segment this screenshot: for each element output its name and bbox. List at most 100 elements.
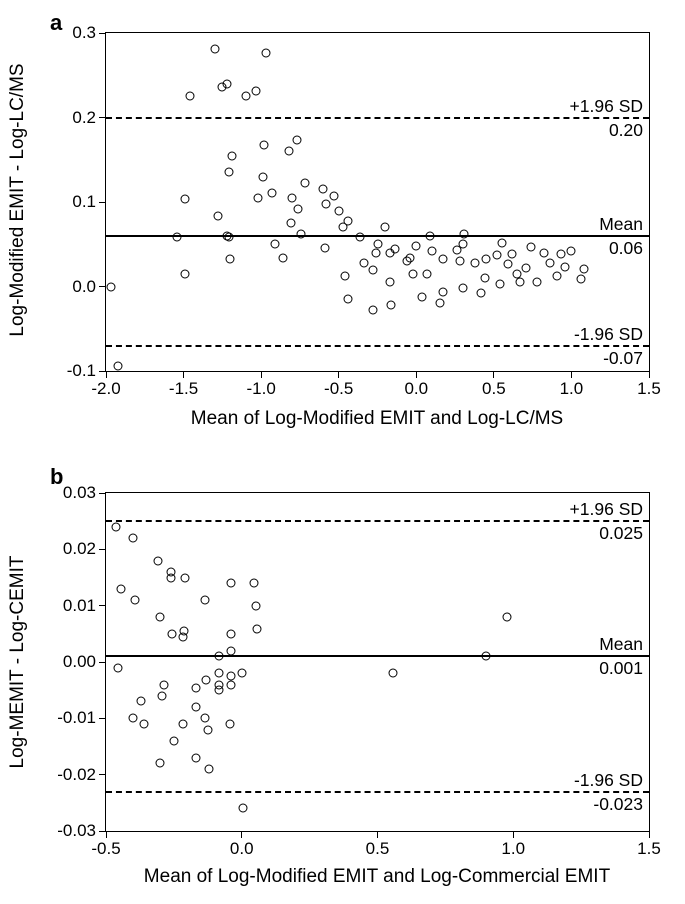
reference-line-mean — [106, 655, 649, 657]
reference-line-lower — [106, 791, 649, 793]
x-tick-label: -1.0 — [246, 379, 275, 399]
y-tick-label: 0.2 — [72, 108, 106, 128]
scatter-point — [340, 272, 349, 281]
scatter-point — [297, 230, 306, 239]
y-tick-label: 0.3 — [72, 23, 106, 43]
panel-b-ylabel: Log-MEMIT - Log-CEMIT — [7, 556, 29, 769]
scatter-point — [409, 269, 418, 278]
scatter-point — [545, 258, 554, 267]
y-tick-label: -0.1 — [67, 361, 106, 381]
scatter-point — [260, 140, 269, 149]
scatter-point — [191, 703, 200, 712]
scatter-point — [319, 185, 328, 194]
scatter-point — [522, 263, 531, 272]
scatter-point — [567, 247, 576, 256]
panel-a: a Log-Modified EMIT - Log-LC/MS Mean of … — [0, 10, 685, 440]
scatter-point — [153, 556, 162, 565]
x-tick-label: 1.5 — [637, 839, 661, 859]
ref-line-value-mean: 0.06 — [609, 238, 643, 259]
scatter-point — [210, 45, 219, 54]
ref-line-value-upper: 0.025 — [599, 523, 643, 544]
scatter-point — [288, 193, 297, 202]
ref-line-value-mean: 0.001 — [599, 658, 643, 679]
scatter-point — [387, 301, 396, 310]
y-tick-label: -0.02 — [57, 765, 106, 785]
scatter-point — [252, 87, 261, 96]
scatter-point — [116, 584, 125, 593]
scatter-point — [226, 680, 235, 689]
scatter-point — [179, 719, 188, 728]
scatter-point — [292, 136, 301, 145]
scatter-point — [114, 361, 123, 370]
y-tick-label: -0.01 — [57, 708, 106, 728]
ref-line-label-upper: +1.96 SD — [570, 499, 643, 520]
x-tick — [338, 372, 339, 378]
scatter-point — [130, 596, 139, 605]
scatter-point — [418, 292, 427, 301]
x-tick-label: 1.5 — [637, 379, 661, 399]
scatter-point — [202, 676, 211, 685]
scatter-point — [226, 629, 235, 638]
scatter-point — [251, 601, 260, 610]
panel-a-label: a — [50, 10, 62, 36]
scatter-point — [268, 188, 277, 197]
scatter-point — [114, 663, 123, 672]
ref-line-label-mean: Mean — [599, 214, 643, 235]
scatter-point — [201, 596, 210, 605]
scatter-point — [173, 233, 182, 242]
scatter-point — [278, 253, 287, 262]
x-tick-label: 0.0 — [404, 379, 428, 399]
scatter-point — [205, 765, 214, 774]
scatter-point — [226, 646, 235, 655]
x-tick-label: -0.5 — [91, 839, 120, 859]
panel-a-chart-area: -0.10.00.10.20.3-2.0-1.5-1.0-0.50.00.51.… — [105, 32, 650, 372]
reference-line-upper — [106, 520, 649, 522]
scatter-point — [223, 79, 232, 88]
scatter-point — [556, 250, 565, 259]
scatter-point — [508, 250, 517, 259]
reference-line-mean — [106, 235, 649, 237]
scatter-point — [458, 240, 467, 249]
scatter-point — [480, 274, 489, 283]
scatter-point — [438, 254, 447, 263]
x-tick-label: -0.5 — [324, 379, 353, 399]
scatter-point — [492, 251, 501, 260]
scatter-point — [258, 172, 267, 181]
x-tick — [571, 372, 572, 378]
scatter-point — [215, 652, 224, 661]
scatter-point — [371, 248, 380, 257]
y-tick-label: 0.1 — [72, 192, 106, 212]
scatter-point — [241, 92, 250, 101]
scatter-point — [435, 299, 444, 308]
scatter-point — [203, 725, 212, 734]
scatter-point — [516, 278, 525, 287]
scatter-point — [344, 216, 353, 225]
y-tick-label: 0.03 — [63, 483, 106, 503]
ref-line-value-upper: 0.20 — [609, 120, 643, 141]
scatter-point — [224, 233, 233, 242]
y-tick-label: 0.0 — [72, 277, 106, 297]
scatter-point — [252, 625, 261, 634]
y-tick-label: 0.02 — [63, 539, 106, 559]
scatter-point — [181, 195, 190, 204]
scatter-point — [300, 179, 309, 188]
scatter-point — [294, 204, 303, 213]
panel-b: b Log-MEMIT - Log-CEMIT Mean of Log-Modi… — [0, 464, 685, 894]
scatter-point — [553, 272, 562, 281]
scatter-point — [460, 230, 469, 239]
scatter-point — [320, 244, 329, 253]
ref-line-label-lower: -1.96 SD — [574, 770, 643, 791]
scatter-point — [330, 192, 339, 201]
scatter-point — [285, 147, 294, 156]
scatter-point — [503, 259, 512, 268]
scatter-point — [390, 245, 399, 254]
scatter-point — [344, 295, 353, 304]
y-tick-label: 0.00 — [63, 652, 106, 672]
ref-line-label-upper: +1.96 SD — [570, 96, 643, 117]
panel-b-chart-area: -0.03-0.02-0.010.000.010.020.03-0.50.00.… — [105, 492, 650, 832]
scatter-point — [412, 241, 421, 250]
scatter-point — [191, 684, 200, 693]
scatter-point — [271, 240, 280, 249]
panel-a-ylabel: Log-Modified EMIT - Log-LC/MS — [7, 63, 29, 336]
scatter-point — [170, 736, 179, 745]
